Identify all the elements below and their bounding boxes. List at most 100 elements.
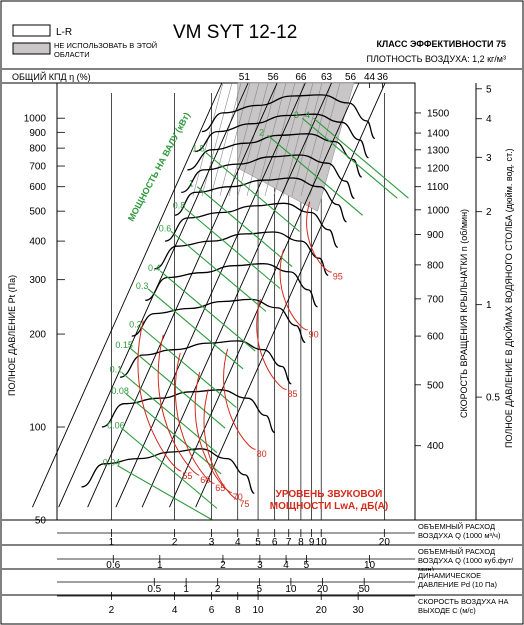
bottom-axis-tick-label: 10 [285, 584, 297, 595]
rpm-curve-1500 [201, 94, 376, 140]
bottom-axis-tick-label: 6 [272, 537, 278, 548]
bottom-axis-tick-label: 9 [309, 537, 315, 548]
power-label: 3 [294, 110, 299, 120]
rpm-curve-400 [81, 448, 255, 494]
bottom-axis-tick-label: 3 [209, 537, 215, 548]
legend-lr-label: L-R [56, 27, 72, 38]
bottom-axis-tick-label: 1 [157, 560, 163, 571]
power-line [301, 117, 398, 199]
sound-line [137, 320, 182, 472]
hatch-line [300, 82, 332, 197]
bottom-axis-label: СКОРОСТЬ ВОЗДУХА НА ВЫХОДЕ C (м/с) [418, 597, 509, 615]
rpm-tick-label: 900 [427, 230, 444, 241]
y-tick-label: 900 [29, 128, 46, 139]
efficiency-tick-label: 56 [268, 72, 280, 83]
bottom-axis-tick-label: 4 [172, 605, 178, 616]
bottom-axis-tick-label: 4 [283, 560, 289, 571]
bottom-axis-tick-label: 2 [220, 560, 226, 571]
sound-label: 80 [257, 449, 267, 459]
bottom-axis-label-box: ОБЪЕМНЫЙ РАСХОД ВОЗДУХА Q (1000 куб.фут/… [418, 547, 513, 571]
rpm-curve-1100 [174, 177, 347, 223]
rpm-axis-label: СКОРОСТЬ ВРАЩЕНИЯ КРЫЛЬЧАТКИ n (об/мин) [459, 209, 469, 418]
system-line [32, 82, 223, 508]
y-tick-label: 50 [35, 516, 47, 527]
system-lines [32, 82, 386, 508]
sound-label: 70 [233, 492, 243, 502]
legend-not-used-swatch [12, 42, 51, 55]
efficiency-tick-label: 63 [321, 72, 333, 83]
inch-tick-label: 1 [486, 300, 492, 311]
hatch-line [228, 82, 260, 197]
power-line [159, 270, 256, 352]
bottom-axis-tick-label: 8 [298, 537, 304, 548]
power-line [141, 327, 237, 408]
hatch-line [237, 82, 269, 197]
sound-line [306, 201, 333, 273]
hatch-line [282, 82, 314, 197]
power-label: 0.2 [129, 320, 142, 330]
efficiency-tick-label: 56 [345, 72, 357, 83]
bottom-axis-tick-label: 2 [215, 584, 221, 595]
inch-tick-label: 2 [486, 207, 492, 218]
inch-tick-label: 5 [486, 84, 492, 95]
legend-not-used-box: НЕ ИСПОЛЬЗОВАТЬ В ЭТОЙ ОБЛАСТИ [54, 41, 157, 59]
inch-axis-label: ПОЛНОЕ ДАВЛЕНИЕ В ДЮЙМАХ ВОДЯНОГО СТОЛБА… [503, 148, 514, 448]
efficiency-tick-label: 36 [377, 72, 389, 83]
y-ticks: 1000 900 800 700 600 500 400 300 200 100 50 [24, 114, 47, 527]
power-label: 0.15 [115, 340, 133, 350]
y-axis-label: ПОЛНОЕ ДАВЛЕНИЕ Pt (Па) [7, 275, 17, 396]
inch-tick-label: 3 [486, 153, 492, 164]
sound-line [279, 249, 309, 331]
air-density: ПЛОТНОСТЬ ВОЗДУХА: 1,2 кг/м³ [367, 54, 506, 64]
y-tick-label: 100 [29, 423, 46, 434]
power-label: 0.6 [159, 223, 172, 233]
bottom-axis-tick-label: 3 [257, 560, 263, 571]
power-line [204, 151, 300, 232]
y-tick-label: 400 [29, 237, 46, 248]
power-line [313, 117, 409, 199]
bottom-axis-tick-label: 4 [235, 537, 241, 548]
sound-label: 55 [182, 471, 192, 481]
sound-label: 90 [309, 329, 319, 339]
rpm-tick-label: 800 [427, 260, 444, 271]
sound-lines [137, 201, 333, 500]
sound-line [223, 348, 257, 450]
power-label: 0.06 [107, 420, 125, 430]
bottom-axis-tick-label: 2 [172, 537, 178, 548]
rpm-tick-label: 500 [427, 380, 444, 391]
rpm-curve-1200 [181, 154, 355, 200]
plot-frame [56, 82, 416, 521]
sound-label: 60 [200, 475, 210, 485]
sound-line [174, 352, 215, 484]
rpm-tick-label: 1500 [427, 108, 450, 119]
bottom-axis-tick-label: 10 [316, 537, 328, 548]
power-line [121, 372, 218, 454]
rpm-tick-label: 1400 [427, 129, 450, 140]
efficiency-label: ОБЩИЙ КПД η (%) [12, 71, 91, 82]
sound-line [157, 334, 200, 476]
sound-label: 85 [288, 389, 298, 399]
power-label: 4 [305, 110, 310, 120]
system-line [195, 82, 386, 508]
y-tick-label: 700 [29, 162, 46, 173]
inch-tick-label: 0.5 [486, 393, 500, 404]
sound-label: 65 [215, 483, 225, 493]
system-line [169, 82, 360, 508]
sound-line [203, 389, 239, 500]
bottom-axis-label-box: ДИНАМИЧЕСКОЕ ДАВЛЕНИЕ Pd (10 Па) [418, 571, 497, 589]
efficiency-tick-label: 66 [295, 72, 307, 83]
bottom-axis-tick-label: 0.5 [147, 584, 161, 595]
inch-tick-label: 4 [486, 114, 492, 125]
power-label: 1.5 [192, 144, 205, 154]
bottom-axis-tick-label: 20 [379, 537, 391, 548]
bottom-axis-tick-label: 8 [235, 605, 241, 616]
system-line [115, 82, 306, 508]
rpm-curve-800 [145, 263, 318, 308]
rpm-curve-600 [119, 340, 292, 385]
hatch-line [273, 82, 305, 197]
y-tick-label: 200 [29, 330, 46, 341]
y-tick-label: 600 [29, 182, 46, 193]
